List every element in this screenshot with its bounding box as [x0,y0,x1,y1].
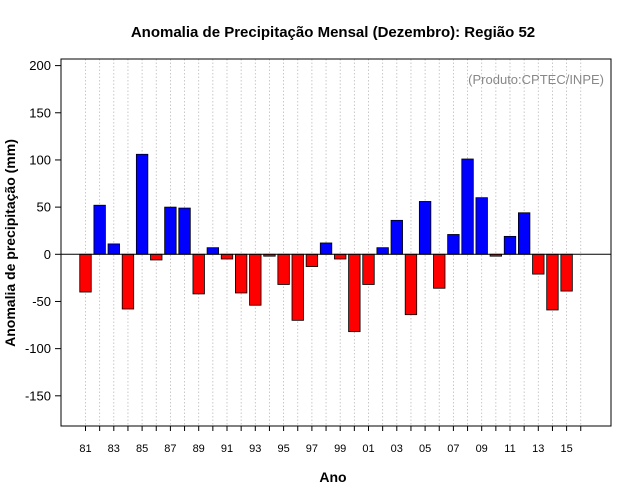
y-axis-label: Anomalia de precipitação (mm) [2,139,18,347]
x-axis: 81 83 85 87 89 91 93 95 97 99 01 03 05 07 09 11 13 15 [79,426,582,455]
y-tick-label: -100 [25,341,51,356]
y-tick-label: 150 [29,105,51,120]
x-tick-label: 85 [136,443,148,455]
bar-84 [121,253,135,310]
bar-93 [249,253,262,306]
y-tick-label: 200 [29,58,51,73]
x-tick-label: 15 [560,443,572,455]
bar-96 [291,253,304,321]
bar-87 [164,206,177,255]
x-tick-label: 99 [334,443,346,455]
bar-12 [518,212,531,255]
credit-label: (Produto:CPTEC/INPE) [468,72,604,87]
x-tick-label: 87 [164,443,176,455]
x-tick-label: 01 [362,443,374,455]
x-tick-label: 11 [504,443,515,455]
x-tick-label: 89 [193,443,205,455]
bar-03 [390,219,403,255]
bar-90 [206,247,220,255]
x-tick-label: 83 [108,443,120,455]
bar-00 [348,253,361,333]
x-tick-label: 09 [476,443,488,455]
bar-98 [319,242,333,255]
x-tick-label: 81 [79,443,91,455]
bar-01 [362,253,375,285]
bar-83 [107,243,120,255]
bar-99 [334,253,347,260]
x-tick-label: 07 [447,443,459,455]
x-tick-label: 97 [306,443,318,455]
y-tick-label: 100 [29,152,51,167]
y-tick-label: 0 [44,247,51,262]
x-tick-label: 91 [221,443,233,455]
bar-89 [192,253,205,295]
bar-06 [433,253,446,289]
y-tick-label: -150 [25,388,51,403]
bar-08 [461,158,474,255]
bar-88 [178,207,191,255]
x-tick-label: 05 [419,443,431,455]
bar-09 [475,197,488,255]
bar-91 [220,253,234,260]
y-tick-label: 50 [37,200,51,215]
x-tick-label: 95 [277,443,289,455]
bar-15 [560,253,573,292]
bar-14 [546,253,559,311]
bar-95 [277,253,290,285]
bar-02 [376,247,389,255]
y-tick-label: -50 [32,294,51,309]
chart-title: Anomalia de Precipitação Mensal (Dezembr… [131,24,535,41]
x-tick-label: 13 [532,443,544,455]
bar-11 [503,235,517,255]
bar-81 [79,253,92,293]
bar-04 [404,253,418,316]
bar-85 [135,153,149,255]
bar-92 [234,253,248,294]
x-tick-label: 93 [249,443,261,455]
y-axis: -150 -100 -50 0 50 100 150 200 [25,58,61,403]
bar-07 [447,234,460,255]
x-axis-label: Ano [319,469,346,485]
bar-86 [150,253,163,261]
bar-05 [418,201,432,255]
plot-frame [60,58,612,427]
bars [79,153,573,333]
x-tick-label: 03 [391,443,403,455]
bar-97 [305,253,319,267]
bar-13 [532,253,545,275]
bar-82 [93,204,106,255]
